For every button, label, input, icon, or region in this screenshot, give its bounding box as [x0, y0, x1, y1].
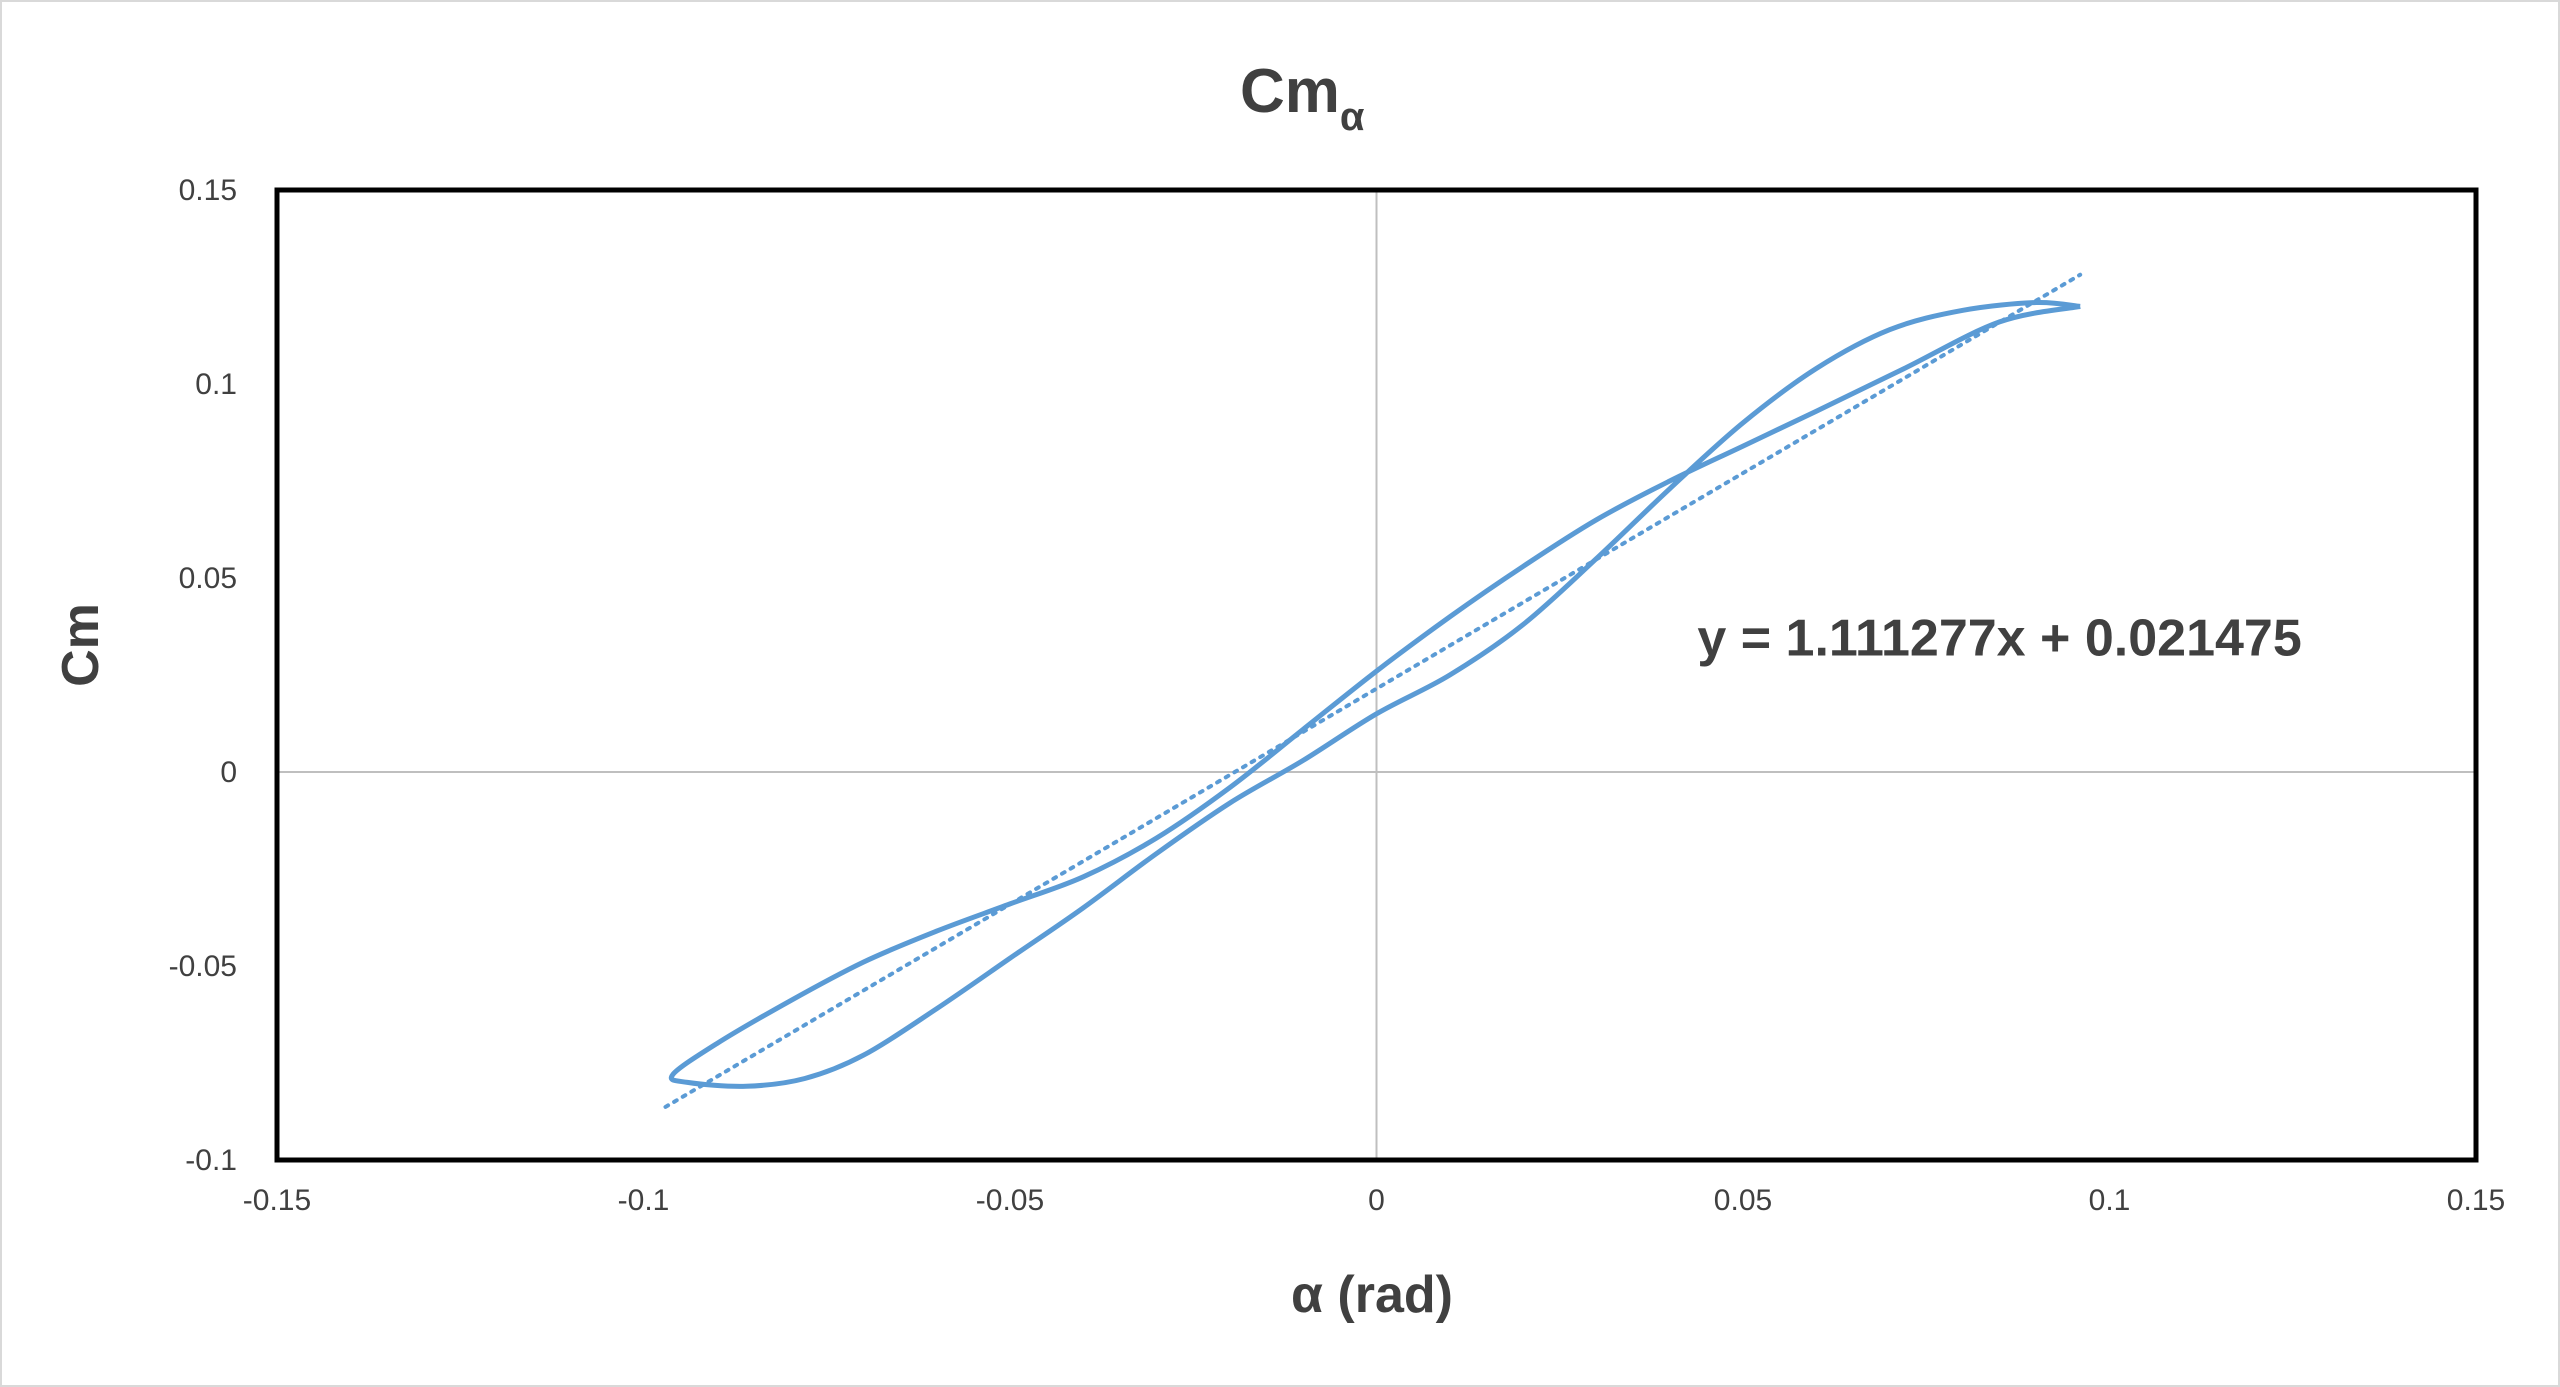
chart-title: Cmα — [1240, 57, 1365, 139]
annotations: y = 1.111277x + 0.021475 — [1697, 610, 2301, 668]
x-tick-label: 0.05 — [1714, 1184, 1772, 1217]
x-tick-label: 0 — [1368, 1184, 1385, 1217]
chart-title-subscript: α — [1340, 95, 1365, 139]
y-axis-label: Cm — [52, 603, 110, 687]
y-tick-label: -0.1 — [185, 1144, 237, 1177]
y-tick-label: 0 — [220, 756, 237, 789]
hysteresis-loop-line — [668, 299, 2081, 1089]
trendline-equation: y = 1.111277x + 0.021475 — [1697, 610, 2301, 668]
x-tick-label: -0.05 — [976, 1184, 1044, 1217]
zero-lines — [277, 190, 2476, 1160]
x-tick-label: 0.15 — [2447, 1184, 2505, 1217]
y-tick-labels: -0.1 -0.05 0 0.05 0.1 0.15 — [169, 174, 237, 1177]
x-tick-labels: -0.15 -0.1 -0.05 0 0.05 0.1 0.15 — [243, 1184, 2505, 1217]
y-tick-label: 0.05 — [179, 562, 237, 595]
x-axis-label: α (rad) — [1291, 1266, 1453, 1324]
y-tick-label: -0.05 — [169, 950, 237, 983]
plot-area-border — [274, 187, 2479, 1163]
chart-title-main: Cm — [1240, 57, 1340, 126]
x-tick-label: -0.1 — [618, 1184, 670, 1217]
linear-trendline — [663, 272, 2083, 1109]
y-tick-label: 0.15 — [179, 174, 237, 207]
x-tick-label: 0.1 — [2089, 1184, 2131, 1217]
series-layer — [663, 272, 2083, 1109]
y-tick-label: 0.1 — [195, 368, 237, 401]
x-tick-label: -0.15 — [243, 1184, 311, 1217]
